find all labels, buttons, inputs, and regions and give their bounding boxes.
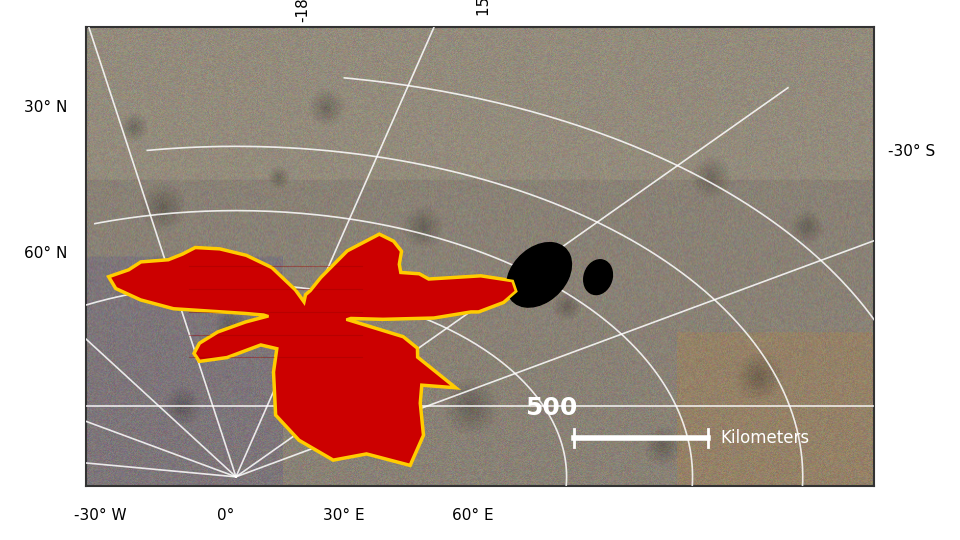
Text: -30° S: -30° S bbox=[888, 144, 935, 159]
Text: 30° N: 30° N bbox=[24, 100, 67, 116]
Text: -30° W: -30° W bbox=[75, 508, 127, 523]
Text: 150° E: 150° E bbox=[477, 0, 492, 16]
Polygon shape bbox=[109, 234, 516, 465]
Ellipse shape bbox=[584, 260, 612, 294]
Text: Kilometers: Kilometers bbox=[720, 429, 809, 447]
Polygon shape bbox=[109, 234, 516, 465]
Text: 500: 500 bbox=[525, 396, 577, 420]
Text: 30° E: 30° E bbox=[323, 508, 365, 523]
Text: 60° N: 60° N bbox=[24, 246, 67, 261]
Text: 0°: 0° bbox=[217, 508, 234, 523]
Text: 60° E: 60° E bbox=[451, 508, 493, 523]
Ellipse shape bbox=[507, 242, 571, 307]
Text: -180°: -180° bbox=[295, 0, 310, 22]
